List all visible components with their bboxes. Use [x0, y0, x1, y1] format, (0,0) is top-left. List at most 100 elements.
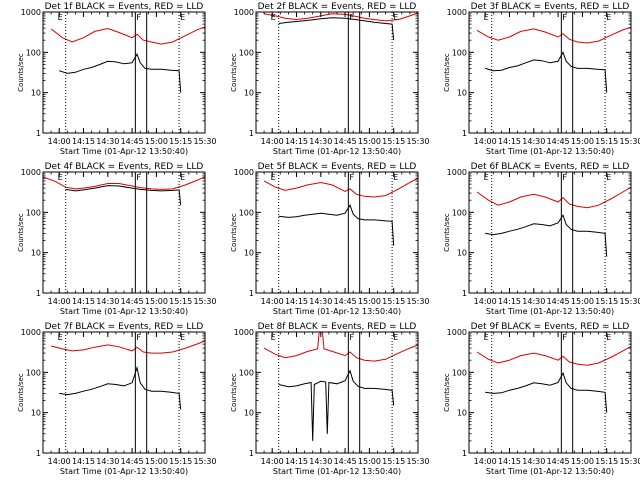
x-tick-label: 14:30 [522, 137, 545, 146]
x-tick-label: 14:15 [285, 457, 308, 466]
y-tick-label: 1 [249, 449, 254, 458]
x-tick-label: 15:30 [619, 457, 640, 466]
x-tick-label: 15:30 [619, 137, 640, 146]
marker-label-f: F [136, 333, 141, 342]
y-tick-label: 100 [452, 368, 467, 377]
series-line-lld [42, 176, 206, 190]
x-tick-label: 14:30 [309, 457, 332, 466]
x-tick-label: 14:45 [121, 457, 144, 466]
y-tick-label: 1000 [234, 8, 254, 17]
y-tick-label: 1000 [21, 328, 41, 337]
y-tick-label: 1 [462, 129, 467, 138]
y-axis-title: Counts/sec [230, 213, 238, 252]
y-tick-label: 100 [452, 208, 467, 217]
x-tick-label: 14:45 [121, 297, 144, 306]
y-axis-title: Counts/sec [17, 53, 25, 92]
y-tick-label: 10 [31, 89, 41, 98]
x-tick-label: 14:45 [334, 457, 357, 466]
y-tick-label: 10 [244, 409, 254, 418]
x-tick-label: 15:15 [595, 137, 618, 146]
series-line-lld [263, 177, 419, 198]
y-tick-label: 100 [239, 48, 254, 57]
x-tick-label: 14:00 [48, 297, 71, 306]
x-tick-label: 15:30 [406, 457, 429, 466]
y-tick-label: 10 [244, 89, 254, 98]
x-tick-label: 14:30 [309, 137, 332, 146]
x-tick-label: 14:15 [72, 297, 95, 306]
x-tick-label: 15:30 [193, 137, 216, 146]
x-axis-title: Start Time (01-Apr-12 13:50:40) [273, 147, 401, 156]
x-tick-label: 14:45 [334, 137, 357, 146]
x-tick-label: 15:15 [382, 137, 405, 146]
plot-frame [255, 331, 419, 454]
marker-label-e-start: E [58, 173, 63, 182]
y-tick-label: 1000 [21, 168, 41, 177]
x-axis-title: Start Time (01-Apr-12 13:50:40) [273, 307, 401, 316]
y-tick-label: 1 [249, 129, 254, 138]
x-tick-label: 14:15 [498, 297, 521, 306]
panel-title: Det 8f BLACK = Events, RED = LLD [258, 322, 417, 332]
y-axis-title: Counts/sec [17, 373, 25, 412]
x-tick-label: 15:00 [145, 297, 168, 306]
x-tick-label: 14:00 [261, 137, 284, 146]
x-tick-label: 14:00 [474, 457, 497, 466]
panel-title: Det 6f BLACK = Events, RED = LLD [471, 162, 630, 172]
y-axis-title: Counts/sec [443, 213, 451, 252]
x-axis-title: Start Time (01-Apr-12 13:50:40) [60, 467, 188, 476]
x-tick-label: 15:15 [169, 457, 192, 466]
marker-label-e-start: E [484, 333, 489, 342]
marker-label-f: F [349, 173, 354, 182]
x-tick-label: 14:00 [48, 137, 71, 146]
y-axis-title: Counts/sec [230, 53, 238, 92]
y-tick-label: 1 [36, 289, 41, 298]
panel-title: Det 2f BLACK = Events, RED = LLD [258, 2, 417, 12]
series-line-lld [263, 331, 419, 362]
marker-label-f: F [349, 13, 354, 22]
x-tick-label: 15:00 [571, 137, 594, 146]
series-line-events [65, 185, 182, 206]
x-tick-label: 14:45 [334, 297, 357, 306]
y-tick-label: 1000 [234, 328, 254, 337]
x-tick-label: 15:15 [169, 137, 192, 146]
x-tick-label: 15:15 [595, 297, 618, 306]
x-tick-label: 14:45 [547, 297, 570, 306]
marker-label-e-start: E [484, 173, 489, 182]
plot-frame [468, 171, 632, 294]
y-tick-label: 1000 [447, 168, 467, 177]
panel-title: Det 1f BLACK = Events, RED = LLD [45, 2, 204, 12]
series-line-lld [476, 186, 632, 209]
panel-title: Det 7f BLACK = Events, RED = LLD [45, 322, 204, 332]
y-tick-label: 1000 [21, 8, 41, 17]
series-line-lld [476, 26, 632, 44]
marker-label-e-end: E [393, 13, 398, 22]
x-tick-label: 14:30 [309, 297, 332, 306]
y-tick-label: 100 [239, 208, 254, 217]
y-tick-label: 100 [239, 368, 254, 377]
y-tick-label: 10 [244, 249, 254, 258]
x-tick-label: 15:30 [406, 137, 429, 146]
series-line-events [485, 51, 608, 93]
x-tick-label: 15:00 [358, 137, 381, 146]
y-tick-label: 10 [31, 409, 41, 418]
x-tick-label: 15:15 [169, 297, 192, 306]
marker-label-e-end: E [606, 333, 611, 342]
x-tick-label: 14:45 [121, 137, 144, 146]
x-tick-label: 15:00 [358, 457, 381, 466]
y-tick-label: 10 [457, 249, 467, 258]
marker-label-e-end: E [393, 173, 398, 182]
plot-frame [42, 11, 206, 134]
series-line-events [485, 214, 608, 257]
marker-label-e-end: E [606, 173, 611, 182]
y-tick-label: 100 [452, 48, 467, 57]
x-tick-label: 15:30 [193, 457, 216, 466]
x-tick-label: 14:15 [498, 457, 521, 466]
x-tick-label: 14:30 [96, 457, 119, 466]
x-tick-label: 14:45 [547, 457, 570, 466]
panel-title: Det 9f BLACK = Events, RED = LLD [471, 322, 630, 332]
y-axis-title: Counts/sec [230, 373, 238, 412]
series-line-lld [476, 345, 632, 366]
